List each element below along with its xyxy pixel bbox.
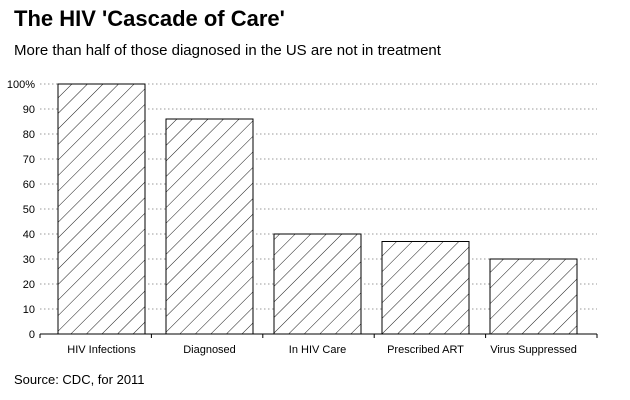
y-tick-label: 80 [23, 129, 35, 141]
x-tick-label: Virus Suppressed [490, 344, 577, 356]
bar [57, 83, 146, 335]
x-axis [39, 333, 598, 338]
bar [165, 118, 254, 335]
y-axis-ticks: 0 10 20 30 40 50 60 70 80 90 100% [7, 79, 35, 341]
chart-subtitle: More than half of those diagnosed in the… [14, 42, 441, 59]
bar [273, 233, 362, 335]
x-tick-label: In HIV Care [289, 344, 346, 356]
y-tick-label: 90 [23, 104, 35, 116]
bar [489, 258, 578, 335]
y-tick-label: 70 [23, 154, 35, 166]
x-tick-label: HIV Infections [67, 344, 136, 356]
y-tick-label: 40 [23, 229, 35, 241]
x-tick-label: Diagnosed [183, 344, 236, 356]
chart-source: Source: CDC, for 2011 [14, 372, 145, 387]
bar [381, 241, 470, 335]
x-axis-labels: HIV Infections Diagnosed In HIV Care Prescr… [67, 344, 577, 356]
chart-title: The HIV 'Cascade of Care' [14, 6, 285, 31]
y-tick-label: 100% [7, 79, 35, 91]
y-tick-label: 10 [23, 304, 35, 316]
y-tick-label: 0 [29, 329, 35, 341]
y-tick-label: 50 [23, 204, 35, 216]
x-tick-label: Prescribed ART [387, 344, 464, 356]
y-tick-label: 60 [23, 179, 35, 191]
bars [57, 83, 578, 335]
y-tick-label: 20 [23, 279, 35, 291]
y-tick-label: 30 [23, 254, 35, 266]
